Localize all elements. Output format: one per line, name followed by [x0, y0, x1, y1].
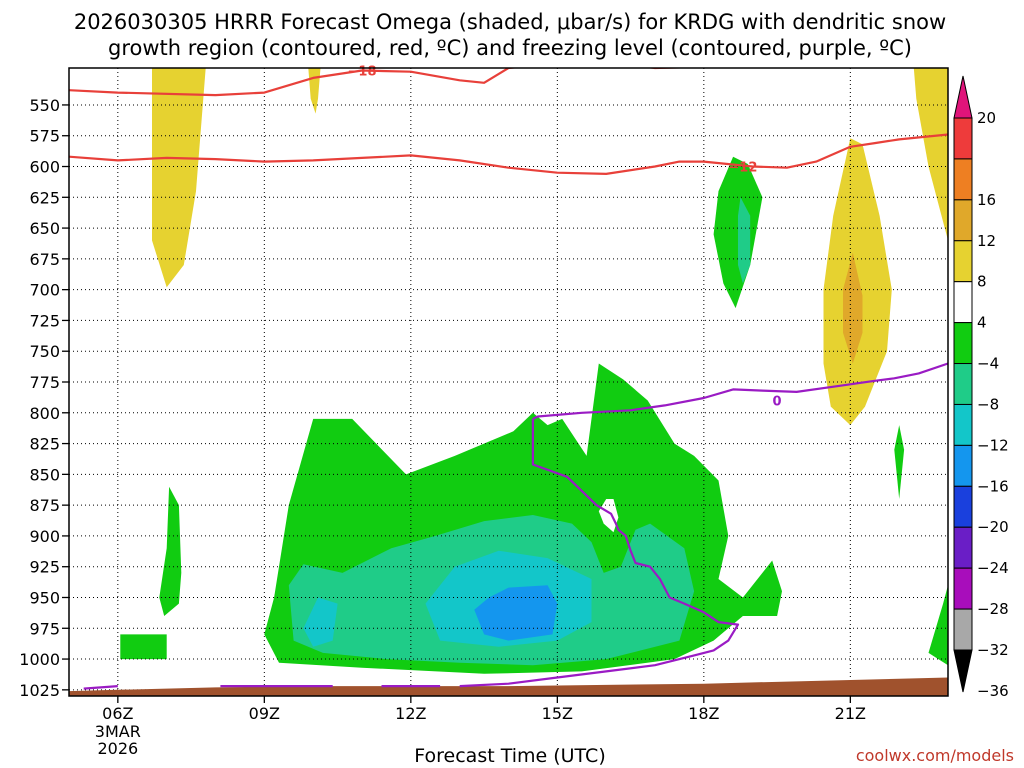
- colorbar-label-4: 4: [977, 314, 987, 332]
- colorbar-bin-12: [953, 608, 973, 651]
- x-tick-sublabel-year: 2026: [97, 739, 138, 758]
- omega-shading: [120, 68, 948, 674]
- region-descent-green-hole: [598, 499, 619, 533]
- y-tick-label-775: 775: [29, 373, 60, 392]
- contour-line-2: [532, 362, 948, 420]
- y-tick-label-850: 850: [29, 465, 60, 484]
- colorbar-label-3: 8: [977, 273, 987, 291]
- contour-lines: [69, 68, 948, 690]
- colorbar-bin-3: [953, 240, 973, 283]
- credit-text: coolwx.com/models: [856, 746, 1014, 765]
- y-tick-label-625: 625: [29, 188, 60, 207]
- y-tick-label-600: 600: [29, 158, 60, 177]
- region-ascent-yellow-07z: [152, 68, 206, 288]
- y-tick-label-725: 725: [29, 311, 60, 330]
- y-tick-label-700: 700: [29, 281, 60, 300]
- y-tick-label-950: 950: [29, 588, 60, 607]
- colorbar-label-0: 20: [977, 109, 996, 127]
- y-tick-label-800: 800: [29, 404, 60, 423]
- y-tick-label-1000: 1000: [19, 650, 60, 669]
- colorbar-bin-1: [953, 158, 973, 201]
- region-descent-green-0545z: [120, 634, 167, 660]
- y-tick-label-900: 900: [29, 527, 60, 546]
- colorbar-label-9: −20: [977, 518, 1009, 536]
- y-tick-label-825: 825: [29, 435, 60, 454]
- colorbar-bin-4: [953, 281, 973, 324]
- y-tick-label-925: 925: [29, 558, 60, 577]
- y-tick-label-750: 750: [29, 342, 60, 361]
- colorbar-under-arrow: [953, 649, 973, 693]
- colorbar-bin-7: [953, 403, 973, 446]
- y-tick-label-875: 875: [29, 496, 60, 515]
- colorbar-bin-9: [953, 485, 973, 528]
- x-tick-sublabel-date: 3MAR: [95, 722, 141, 741]
- y-tick-label-1025: 1025: [19, 681, 60, 700]
- colorbar-label-7: −12: [977, 436, 1009, 454]
- y-tick-label-650: 650: [29, 219, 60, 238]
- y-tick-label-975: 975: [29, 619, 60, 638]
- colorbar-bin-2: [953, 199, 973, 242]
- colorbar-label-11: −28: [977, 600, 1009, 618]
- colorbar-bin-5: [953, 322, 973, 365]
- chart-title-line-1: 2026030305 HRRR Forecast Omega (shaded, …: [74, 10, 946, 34]
- y-tick-label-575: 575: [29, 127, 60, 146]
- x-tick-label-06Z: 06Z: [102, 704, 133, 723]
- contour-line-3: [459, 418, 740, 688]
- colorbar-bin-10: [953, 526, 973, 569]
- region-descent-green-2330z: [928, 585, 948, 666]
- colorbar-label-5: −4: [977, 355, 999, 373]
- x-axis-title: Forecast Time (UTC): [414, 745, 605, 767]
- chart-title-line-2: growth region (contoured, red, ºC) and f…: [108, 36, 912, 60]
- colorbar-label-2: 12: [977, 232, 996, 250]
- colorbar-label-13: −36: [977, 682, 1009, 700]
- colorbar-label-12: −32: [977, 641, 1009, 659]
- y-tick-label-675: 675: [29, 250, 60, 269]
- region-ascent-yellow-2330z: [913, 68, 948, 241]
- colorbar-label-6: −8: [977, 395, 999, 413]
- colorbar-label-1: 16: [977, 191, 996, 209]
- x-tick-label-18Z: 18Z: [688, 704, 719, 723]
- contour-label-1: −12: [728, 161, 757, 176]
- x-tick-label-09Z: 09Z: [249, 704, 280, 723]
- region-descent-green-07z: [159, 486, 182, 616]
- region-descent-blue-main: [474, 585, 558, 641]
- region-descent-cyan-main: [303, 597, 338, 647]
- x-tick-label-12Z: 12Z: [395, 704, 426, 723]
- y-axis-pressure: 550 575 600 625 650 675 700 725 750 775 800 825 850 8…: [19, 96, 69, 700]
- colorbar-bin-6: [953, 363, 973, 405]
- terrain-layer: [69, 677, 948, 696]
- x-tick-label-21Z: 21Z: [835, 704, 866, 723]
- contour-line-1: [69, 133, 948, 175]
- region-ascent-orange-21z: [843, 252, 863, 364]
- contour-label-2: 0: [773, 394, 782, 409]
- region-descent-teal-19z: [738, 197, 751, 284]
- x-tick-label-15Z: 15Z: [542, 704, 573, 723]
- colorbar-bin-0: [953, 117, 973, 160]
- colorbar-label-8: −16: [977, 477, 1009, 495]
- colorbar-bin-11: [953, 567, 973, 610]
- terrain-ground: [69, 677, 948, 696]
- contour-line-0: [69, 68, 700, 97]
- colorbar-label-10: −24: [977, 559, 1009, 577]
- colorbar-over-arrow: [953, 75, 973, 119]
- contour-label-0: −18: [348, 64, 377, 79]
- grid-lines: [69, 68, 948, 696]
- colorbar-legend: 20 16 12 8 4 −4 −8 −12 −16 −20 −24 −28 −32 −36: [953, 75, 1009, 700]
- y-tick-label-550: 550: [29, 96, 60, 115]
- contour-line-4: [83, 685, 118, 690]
- colorbar-bin-8: [953, 444, 973, 487]
